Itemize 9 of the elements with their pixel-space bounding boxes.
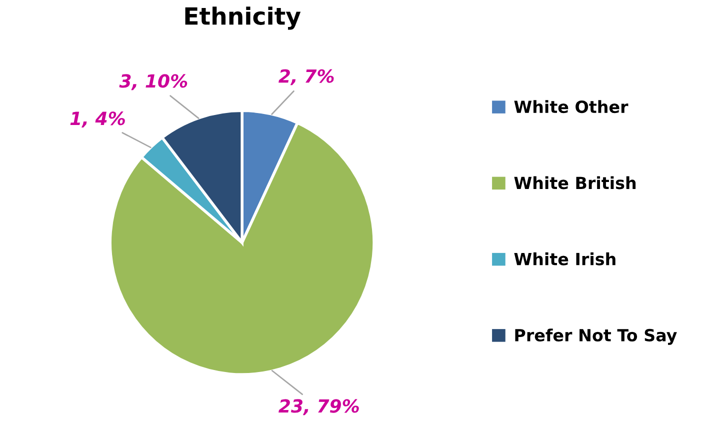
data-label: 1, 4% [70, 112, 125, 128]
chart-title: Ethnicity [185, 6, 301, 30]
legend-label: White Other [514, 100, 628, 114]
data-label: 3, 10% [119, 74, 188, 90]
legend-label: Prefer Not To Say [515, 328, 677, 345]
data-label: 2, 7% [278, 69, 334, 86]
data-label: 23, 79% [278, 399, 359, 416]
legend-label: White British [514, 176, 636, 190]
legend-label: White Irish [514, 252, 616, 266]
